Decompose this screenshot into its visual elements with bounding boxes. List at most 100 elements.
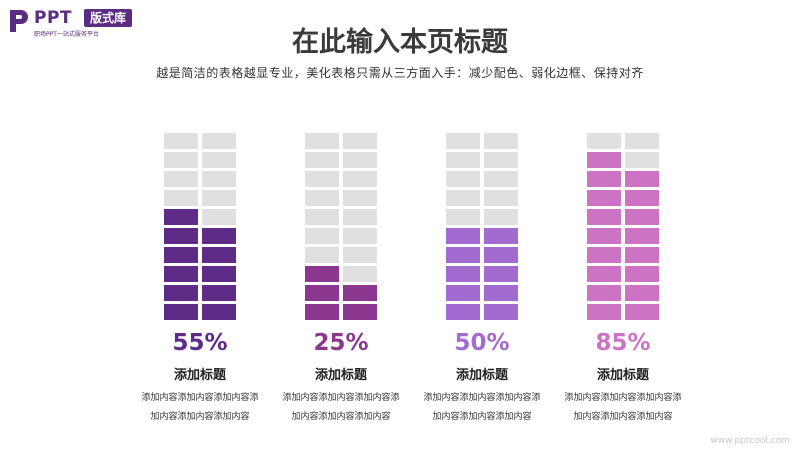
empty-cell [625, 152, 659, 168]
card-description-line: 添加内容添加内容添加内容添 [423, 393, 541, 403]
filled-cell [202, 247, 236, 263]
empty-cell [305, 247, 339, 263]
percent-value: 85% [595, 330, 651, 356]
empty-cell [625, 133, 659, 149]
filled-cell [164, 247, 198, 263]
empty-cell [202, 133, 236, 149]
percent-value: 25% [313, 330, 369, 356]
empty-cell [343, 152, 377, 168]
filled-cell [164, 228, 198, 244]
empty-cell [202, 209, 236, 225]
filled-cell [305, 285, 339, 301]
empty-cell [343, 133, 377, 149]
filled-cell [446, 247, 480, 263]
empty-cell [305, 152, 339, 168]
filled-cell [484, 228, 518, 244]
card-title: 添加标题 [596, 368, 649, 383]
filled-cell [484, 247, 518, 263]
filled-cell [587, 247, 621, 263]
percent-value: 50% [454, 330, 510, 356]
card-description-line: 加内容添加内容添加内容 [573, 412, 673, 422]
filled-cell [164, 285, 198, 301]
filled-cell [343, 304, 377, 320]
logo-tagline: 职场PPT一站式服务平台 [34, 31, 99, 38]
card-description-line: 添加内容添加内容添加内容添 [564, 393, 682, 403]
filled-cell [343, 285, 377, 301]
progress-grid [305, 133, 377, 321]
filled-cell [446, 304, 480, 320]
filled-cell [625, 285, 659, 301]
empty-cell [446, 133, 480, 149]
progress-grid [587, 133, 659, 321]
filled-cell [625, 190, 659, 206]
filled-cell [202, 266, 236, 282]
filled-cell [587, 266, 621, 282]
filled-cell [587, 228, 621, 244]
brand-logo: PPT 版式库 职场PPT一站式服务平台 [8, 8, 138, 38]
card-description: 添加内容添加内容添加内容添 加内容添加内容添加内容 [120, 389, 280, 427]
filled-cell [587, 285, 621, 301]
page-title: 在此输入本页标题 [292, 27, 508, 58]
empty-cell [305, 209, 339, 225]
filled-cell [305, 266, 339, 282]
empty-cell [446, 152, 480, 168]
filled-cell [625, 304, 659, 320]
progress-grid [164, 133, 236, 321]
card-description-line: 加内容添加内容添加内容 [291, 412, 391, 422]
filled-cell [484, 285, 518, 301]
filled-cell [202, 228, 236, 244]
card-title: 添加标题 [455, 368, 508, 383]
filled-cell [446, 285, 480, 301]
filled-cell [305, 304, 339, 320]
empty-cell [343, 209, 377, 225]
empty-cell [484, 152, 518, 168]
empty-cell [164, 133, 198, 149]
empty-cell [484, 171, 518, 187]
empty-cell [484, 209, 518, 225]
empty-cell [202, 171, 236, 187]
empty-cell [305, 171, 339, 187]
card-description: 添加内容添加内容添加内容添 加内容添加内容添加内容 [402, 389, 562, 427]
progress-grid [446, 133, 518, 321]
filled-cell [587, 152, 621, 168]
empty-cell [202, 190, 236, 206]
filled-cell [587, 171, 621, 187]
filled-cell [625, 209, 659, 225]
empty-cell [343, 228, 377, 244]
empty-cell [446, 190, 480, 206]
filled-cell [164, 209, 198, 225]
card-description: 添加内容添加内容添加内容添 加内容添加内容添加内容 [261, 389, 421, 427]
card-description: 添加内容添加内容添加内容添 加内容添加内容添加内容 [543, 389, 703, 427]
card-title: 添加标题 [173, 368, 226, 383]
card-description-line: 加内容添加内容添加内容 [150, 412, 250, 422]
filled-cell [446, 266, 480, 282]
empty-cell [164, 171, 198, 187]
logo-p-icon [10, 10, 28, 32]
empty-cell [343, 171, 377, 187]
filled-cell [484, 304, 518, 320]
filled-cell [625, 228, 659, 244]
filled-cell [587, 190, 621, 206]
empty-cell [164, 152, 198, 168]
empty-cell [343, 247, 377, 263]
empty-cell [446, 171, 480, 187]
card-title: 添加标题 [314, 368, 367, 383]
card-description-line: 添加内容添加内容添加内容添 [141, 393, 259, 403]
empty-cell [305, 190, 339, 206]
empty-cell [343, 266, 377, 282]
filled-cell [202, 285, 236, 301]
filled-cell [587, 304, 621, 320]
empty-cell [305, 133, 339, 149]
filled-cell [625, 171, 659, 187]
filled-cell [202, 304, 236, 320]
empty-cell [343, 190, 377, 206]
card-description-line: 添加内容添加内容添加内容添 [282, 393, 400, 403]
filled-cell [587, 209, 621, 225]
page-subtitle: 越是简洁的表格越显专业，美化表格只需从三方面入手：减少配色、弱化边框、保持对齐 [156, 66, 644, 80]
filled-cell [484, 266, 518, 282]
empty-cell [484, 133, 518, 149]
filled-cell [625, 266, 659, 282]
watermark: www.pptcool.com [710, 436, 790, 446]
empty-cell [164, 190, 198, 206]
filled-cell [446, 228, 480, 244]
